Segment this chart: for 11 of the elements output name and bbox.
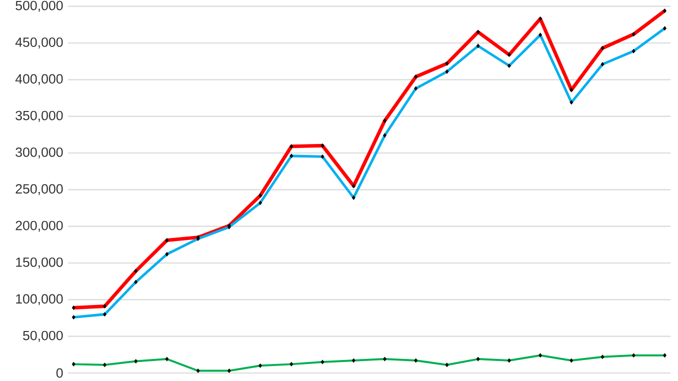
y-tick-label: 400,000: [15, 74, 63, 86]
y-tick-label: 450,000: [15, 37, 63, 49]
y-tick-label: 200,000: [16, 220, 63, 232]
y-tick-label: 150,000: [16, 257, 63, 269]
y-tick-label: 250,000: [16, 184, 63, 196]
y-tick-label: 50,000: [23, 330, 63, 342]
y-tick-label: 500,000: [16, 0, 63, 12]
y-tick-label: 350,000: [16, 110, 63, 122]
y-tick-label: 0: [56, 368, 63, 378]
y-tick-label: 300,000: [16, 147, 63, 159]
y-tick-label: 100,000: [16, 294, 63, 306]
